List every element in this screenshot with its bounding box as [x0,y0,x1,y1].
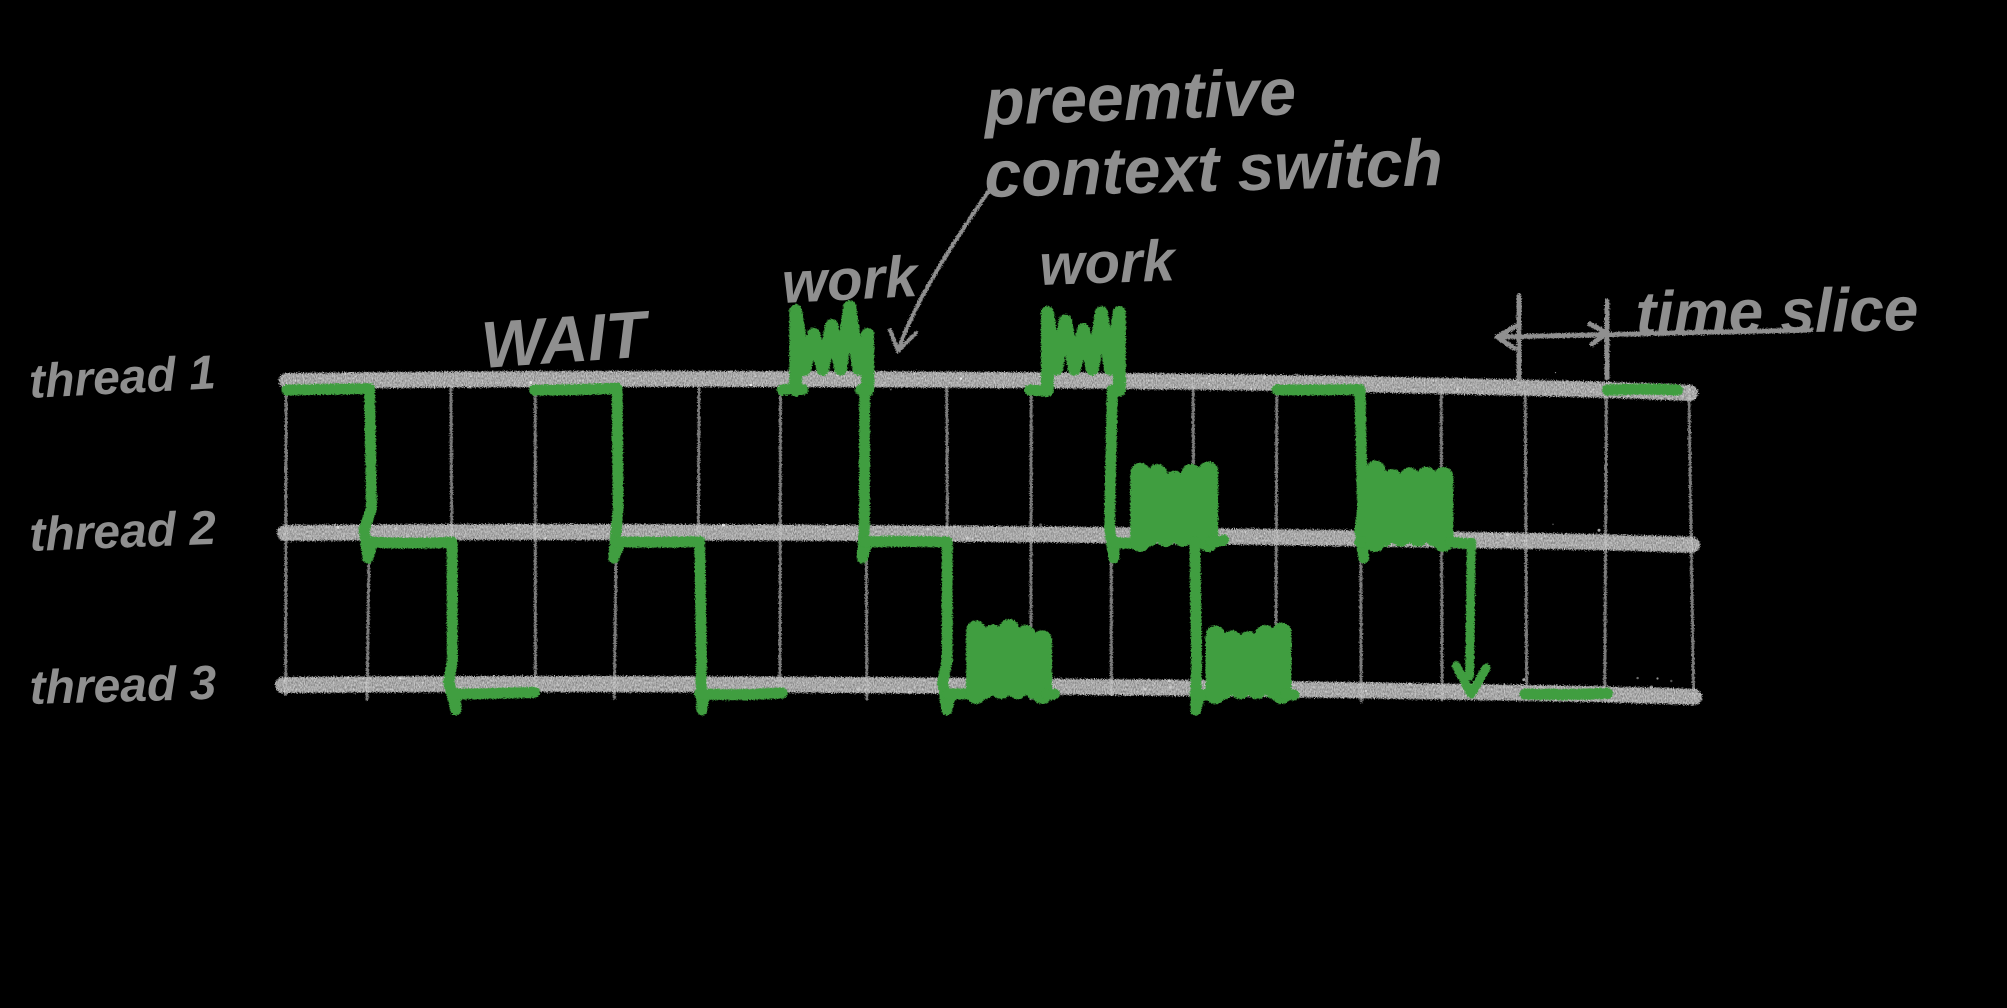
svg-text:time slice: time slice [1635,275,1919,349]
svg-text:thread 2: thread 2 [28,502,217,562]
svg-text:work: work [780,244,921,316]
svg-text:thread 3: thread 3 [29,657,217,715]
svg-text:work: work [1038,228,1178,298]
svg-text:preemtive: preemtive [981,54,1297,139]
svg-text:WAIT: WAIT [479,296,653,382]
svg-text:thread 1: thread 1 [28,346,217,409]
svg-text:context switch: context switch [983,125,1443,211]
